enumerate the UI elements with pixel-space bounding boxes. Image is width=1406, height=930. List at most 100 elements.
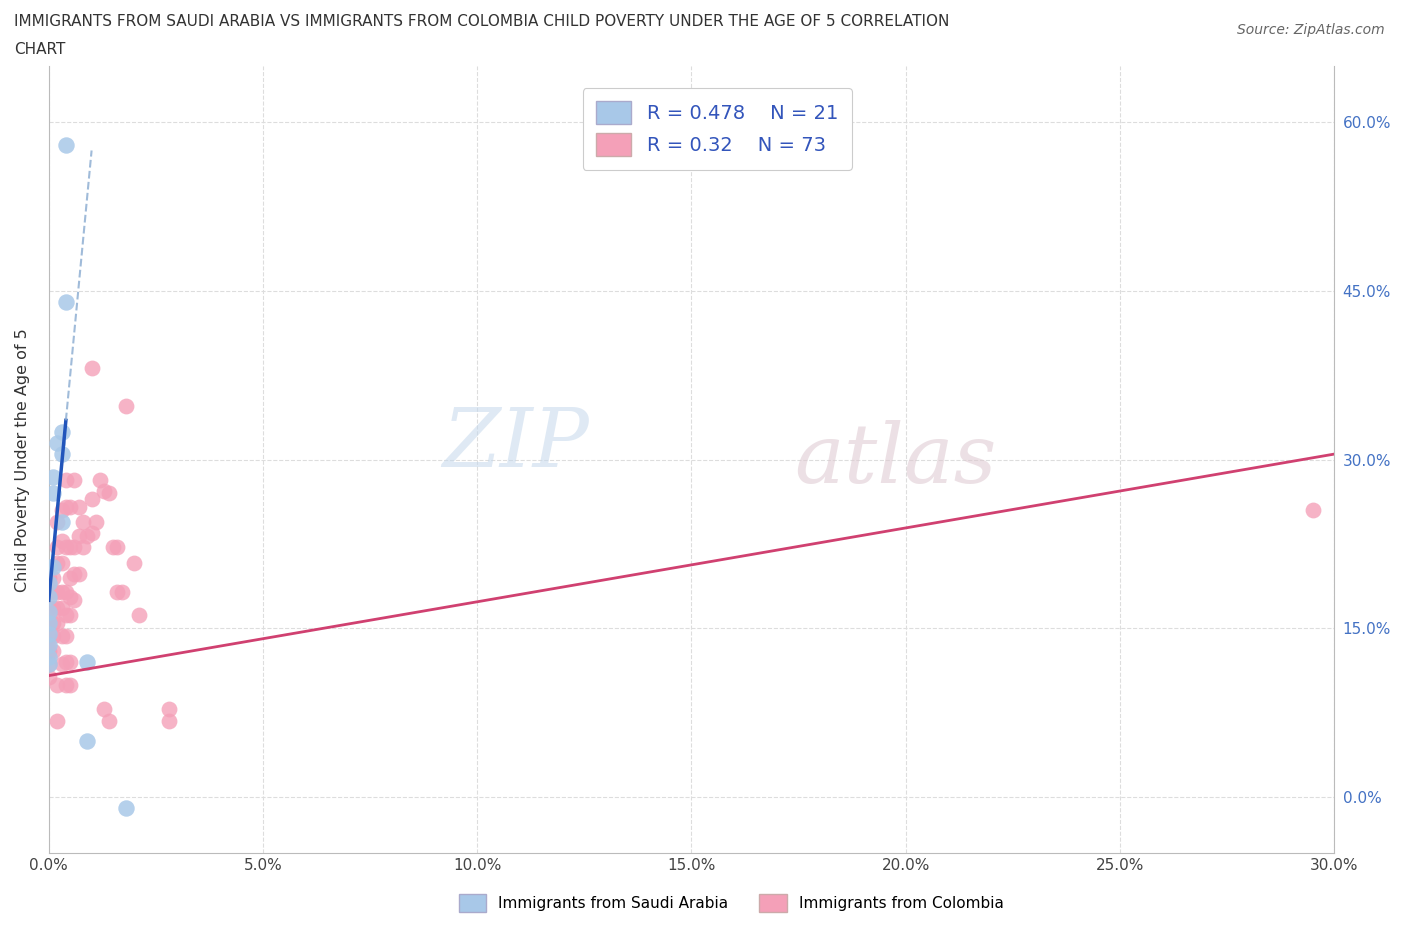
Point — [51, 657, 73, 671]
Legend: Immigrants from Saudi Arabia, Immigrants from Colombia: Immigrants from Saudi Arabia, Immigrants… — [453, 888, 1010, 918]
Text: atlas: atlas — [794, 419, 997, 499]
Point — [42, 601, 65, 616]
Point — [80, 360, 103, 375]
Point — [63, 540, 86, 555]
Point — [59, 590, 82, 604]
Point — [84, 514, 107, 529]
Point — [38, 638, 60, 653]
Point — [38, 604, 60, 619]
Point — [42, 644, 65, 658]
Point — [59, 499, 82, 514]
Point — [55, 540, 77, 555]
Point — [46, 677, 69, 692]
Point — [59, 655, 82, 670]
Point — [51, 601, 73, 616]
Point — [93, 702, 115, 717]
Point — [38, 627, 60, 642]
Point — [38, 657, 60, 671]
Point — [55, 677, 77, 692]
Point — [124, 556, 146, 571]
Point — [46, 540, 69, 555]
Point — [55, 585, 77, 600]
Point — [55, 295, 77, 310]
Point — [157, 702, 180, 717]
Point — [55, 499, 77, 514]
Point — [38, 559, 60, 574]
Point — [42, 469, 65, 484]
Point — [67, 499, 90, 514]
Point — [46, 585, 69, 600]
Point — [46, 514, 69, 529]
Text: IMMIGRANTS FROM SAUDI ARABIA VS IMMIGRANTS FROM COLOMBIA CHILD POVERTY UNDER THE: IMMIGRANTS FROM SAUDI ARABIA VS IMMIGRAN… — [14, 14, 949, 29]
Point — [67, 529, 90, 544]
Point — [59, 540, 82, 555]
Point — [157, 713, 180, 728]
Point — [51, 533, 73, 548]
Point — [42, 629, 65, 644]
Point — [63, 592, 86, 607]
Point — [46, 616, 69, 631]
Point — [72, 514, 94, 529]
Point — [51, 629, 73, 644]
Point — [110, 585, 132, 600]
Point — [59, 677, 82, 692]
Point — [93, 484, 115, 498]
Point — [38, 601, 60, 616]
Point — [55, 655, 77, 670]
Point — [38, 670, 60, 684]
Point — [38, 585, 60, 600]
Point — [97, 486, 120, 501]
Point — [55, 607, 77, 622]
Text: ZIP: ZIP — [441, 404, 589, 484]
Point — [89, 472, 111, 487]
Point — [80, 492, 103, 507]
Point — [97, 713, 120, 728]
Point — [1302, 503, 1324, 518]
Point — [38, 616, 60, 631]
Point — [38, 570, 60, 585]
Point — [59, 607, 82, 622]
Point — [51, 556, 73, 571]
Point — [105, 585, 128, 600]
Point — [51, 503, 73, 518]
Point — [63, 472, 86, 487]
Point — [76, 734, 98, 749]
Point — [42, 559, 65, 574]
Point — [55, 472, 77, 487]
Point — [46, 435, 69, 450]
Point — [55, 138, 77, 153]
Point — [38, 644, 60, 658]
Text: CHART: CHART — [14, 42, 66, 57]
Point — [128, 607, 150, 622]
Point — [101, 540, 124, 555]
Point — [76, 529, 98, 544]
Point — [72, 540, 94, 555]
Point — [42, 616, 65, 631]
Point — [55, 629, 77, 644]
Legend: R = 0.478    N = 21, R = 0.32    N = 73: R = 0.478 N = 21, R = 0.32 N = 73 — [582, 87, 852, 169]
Point — [63, 567, 86, 582]
Point — [51, 585, 73, 600]
Point — [42, 486, 65, 501]
Point — [59, 570, 82, 585]
Y-axis label: Child Poverty Under the Age of 5: Child Poverty Under the Age of 5 — [15, 328, 30, 591]
Point — [80, 525, 103, 540]
Point — [38, 629, 60, 644]
Point — [51, 514, 73, 529]
Point — [42, 585, 65, 600]
Point — [51, 446, 73, 461]
Point — [115, 801, 138, 816]
Point — [38, 590, 60, 604]
Point — [46, 556, 69, 571]
Point — [38, 657, 60, 671]
Point — [46, 601, 69, 616]
Point — [115, 398, 138, 413]
Point — [76, 655, 98, 670]
Text: Source: ZipAtlas.com: Source: ZipAtlas.com — [1237, 23, 1385, 37]
Point — [38, 649, 60, 664]
Point — [46, 713, 69, 728]
Point — [38, 616, 60, 631]
Point — [67, 567, 90, 582]
Point — [51, 424, 73, 439]
Point — [105, 540, 128, 555]
